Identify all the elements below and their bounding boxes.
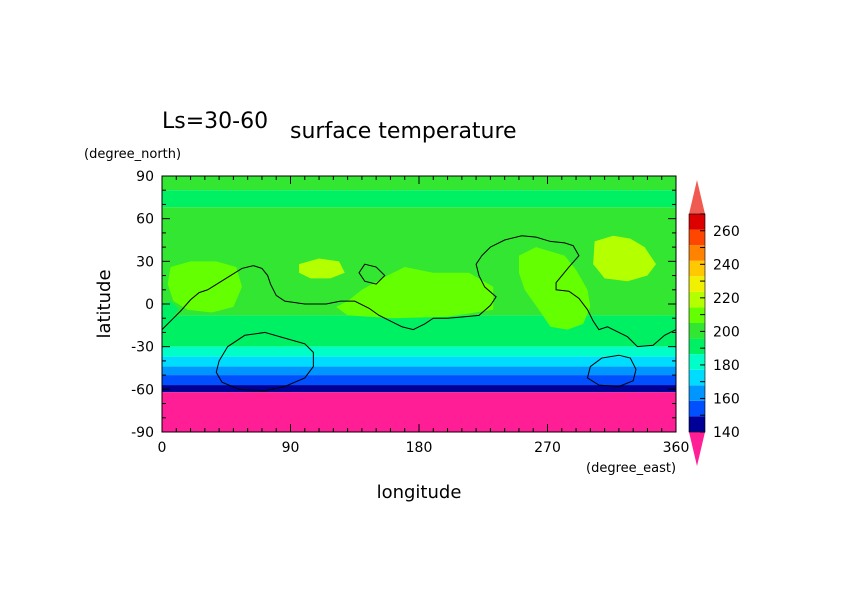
axis-ticks: 0 90 180 270 360 90 60 30 0 -30 -60 -90 — [131, 169, 689, 456]
chart-title: surface temperature — [290, 119, 517, 144]
colorbar-label: 180 — [713, 358, 740, 374]
contour-line — [586, 354, 637, 387]
colorbar-swatch — [689, 307, 705, 323]
y-tick-label: -60 — [131, 382, 154, 398]
temperature-band — [162, 356, 676, 367]
temperature-band — [162, 385, 676, 393]
colorbar: 140 160 180 200 220 240 260 — [688, 180, 740, 466]
colorbar-label: 220 — [713, 291, 740, 307]
temperature-band — [162, 346, 676, 357]
y-axis-label: latitude — [94, 269, 115, 338]
y-tick-label: 60 — [136, 212, 154, 228]
colorbar-label: 200 — [713, 324, 740, 340]
y-tick-label: 90 — [136, 169, 154, 185]
topography-contours — [162, 235, 676, 392]
x-unit-label: (degree_east) — [586, 461, 676, 476]
y-tick-label: -90 — [131, 425, 154, 441]
colorbar-swatch — [689, 385, 705, 401]
temperature-region — [299, 258, 345, 279]
colorbar-frame — [688, 213, 706, 433]
contour-line — [162, 235, 676, 348]
temperature-band — [162, 375, 676, 386]
y-unit-label: (degree_north) — [84, 147, 181, 162]
colorbar-swatch — [689, 245, 705, 261]
colorbar-label: 260 — [713, 224, 740, 240]
colorbar-label: 240 — [713, 257, 740, 273]
chart-subtitle: Ls=30-60 — [162, 109, 268, 134]
x-tick-label: 90 — [282, 440, 300, 456]
colorbar-swatch — [689, 229, 705, 246]
temperature-region — [167, 261, 242, 313]
temperature-region — [593, 235, 657, 282]
colorbar-swatch — [689, 369, 705, 386]
colorbar-swatch — [689, 338, 705, 355]
colorbar-over-arrow — [689, 180, 705, 214]
x-tick-label: 180 — [406, 440, 433, 456]
colorbar-swatch — [689, 400, 705, 417]
plot-area — [162, 176, 676, 432]
x-tick-label: 360 — [663, 440, 690, 456]
colorbar-swatch — [689, 354, 705, 370]
contour-line — [358, 263, 386, 285]
temperature-regions — [162, 235, 657, 333]
temperature-band — [162, 190, 676, 208]
temperature-band — [162, 315, 676, 347]
y-tick-label: -30 — [131, 340, 154, 356]
y-tick-label: 30 — [136, 254, 154, 270]
x-axis-label: longitude — [377, 482, 462, 503]
colorbar-swatch — [689, 323, 705, 339]
colorbar-swatch — [689, 291, 705, 308]
colorbar-under-arrow — [689, 432, 705, 466]
temperature-region — [336, 267, 494, 319]
contour-line — [215, 331, 314, 392]
colorbar-swatch — [689, 276, 705, 292]
colorbar-swatch — [689, 260, 705, 277]
x-tick-label: 0 — [158, 440, 167, 456]
x-tick-label: 270 — [534, 440, 561, 456]
temperature-region — [162, 301, 180, 333]
colorbar-label: 160 — [713, 391, 740, 407]
colorbar-label: 140 — [713, 425, 740, 441]
colorbar-swatch — [689, 416, 705, 432]
colorbar-swatch — [689, 214, 705, 230]
temperature-region — [518, 247, 591, 330]
temperature-band — [162, 366, 676, 376]
y-tick-label: 0 — [145, 297, 154, 313]
